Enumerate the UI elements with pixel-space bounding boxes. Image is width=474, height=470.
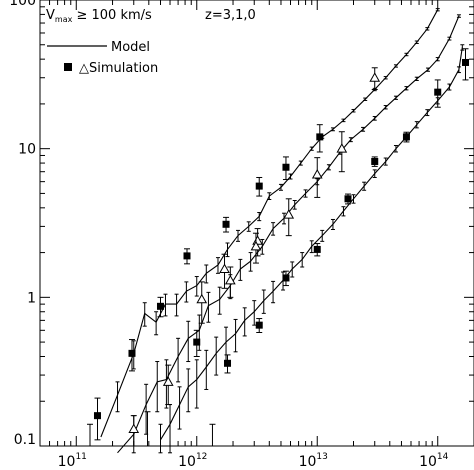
simulation-open-triangle [250, 240, 262, 251]
simulation-open-triangle [369, 72, 381, 82]
simulation-filled-square [222, 220, 230, 228]
y-tick-label: 0.1 [14, 432, 36, 448]
axis-ticks [39, 0, 474, 447]
simulation-filled-square [156, 302, 164, 310]
simulation-open-triangle [252, 235, 263, 245]
model-line [100, 9, 439, 438]
simulation-filled-square [255, 321, 263, 329]
simulation-filled-square [371, 157, 379, 165]
simulation-filled-square [282, 274, 290, 282]
simulation-filled-square [193, 338, 201, 346]
x-tick-label: 1013 [299, 452, 328, 470]
x-tick-exponent: 13 [316, 452, 327, 462]
x-tick-label: 1012 [178, 452, 207, 470]
x-tick-label: 1011 [58, 452, 87, 470]
simulation-filled-square [344, 195, 352, 203]
y-tick-label: 1 [27, 290, 36, 306]
vmax-annotation: Vmax ≥ 100 km/s [46, 8, 152, 24]
x-tick-exponent: 14 [437, 452, 449, 462]
redshift-annotation: z=3,1,0 [205, 8, 256, 23]
x-tick-exponent: 12 [196, 452, 207, 462]
simulation-filled-square [224, 359, 232, 367]
y-tick-label: 10 [18, 142, 36, 158]
simulation-open-triangle [196, 293, 208, 304]
x-tick-label: 1014 [419, 452, 449, 470]
legend-filled-square-marker [64, 63, 72, 71]
simulation-open-triangle [128, 423, 140, 434]
simulation-filled-square [255, 182, 263, 190]
simulation-filled-square [434, 88, 442, 96]
simulation-open-triangle [283, 209, 295, 219]
simulation-filled-square [93, 412, 101, 420]
model-series-layer [100, 8, 465, 454]
plot-frame [39, 0, 474, 447]
x-tick-base: 10 [178, 454, 196, 470]
legend-simulation-label: △Simulation [79, 61, 158, 76]
legend: Model △Simulation [47, 40, 158, 76]
simulation-open-triangle [311, 169, 323, 179]
x-tick-base: 10 [58, 454, 76, 470]
x-tick-exponent: 11 [75, 452, 86, 462]
simulation-filled-square [128, 349, 136, 357]
vmax-subscript: max [55, 15, 73, 24]
simulation-open-triangle [336, 143, 348, 153]
y-tick-labels: 0.1 1 10 100 [9, 0, 36, 448]
x-tick-base: 10 [419, 454, 437, 470]
model-line [160, 47, 463, 441]
simulation-open-triangle [219, 263, 230, 274]
simulation-markers-layer [86, 48, 469, 447]
x-tick-base: 10 [299, 454, 317, 470]
simulation-filled-square [316, 133, 324, 141]
simulation-open-triangle [162, 376, 174, 386]
simulation-filled-square [461, 58, 469, 66]
x-tick-labels: 1011 1012 1013 1014 [58, 452, 449, 470]
vmax-threshold: ≥ 100 km/s [72, 8, 152, 23]
legend-model-label: Model [111, 40, 150, 55]
simulation-filled-square [282, 163, 290, 171]
simulation-filled-square [402, 133, 410, 141]
simulation-open-triangle [224, 274, 236, 285]
vmax-v: V [46, 8, 55, 23]
simulation-filled-square [313, 245, 321, 253]
y-tick-label: 100 [9, 0, 36, 9]
simulation-filled-square [183, 252, 191, 260]
